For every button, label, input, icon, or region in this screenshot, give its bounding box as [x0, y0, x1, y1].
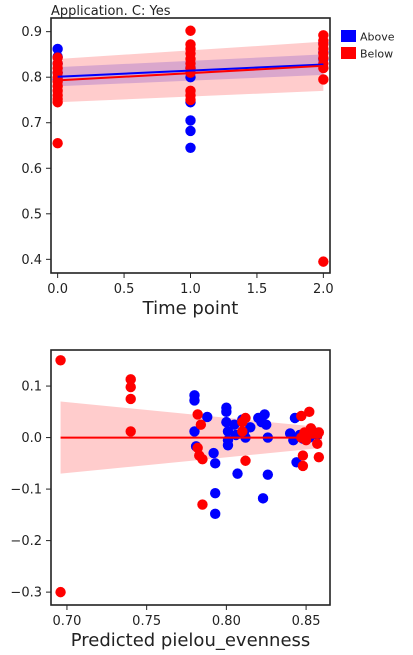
data-point-above [210, 458, 221, 469]
data-point-below [55, 586, 66, 598]
legend-label-above: Above [360, 31, 395, 44]
x-tick-label: 0.70 [52, 614, 81, 629]
data-point-below [318, 74, 329, 85]
data-point-above [185, 115, 196, 126]
data-point-above [245, 422, 256, 433]
x-tick-label: 1.5 [247, 282, 268, 297]
chart-title: Application. C: Yes [51, 4, 171, 19]
regression-line-above [57, 63, 324, 78]
y-tick-label: 0.6 [21, 162, 42, 177]
legend-swatch-above [341, 30, 356, 42]
data-point-below [185, 25, 196, 36]
data-point-above [52, 43, 63, 55]
data-point-above [229, 419, 240, 430]
data-point-above [189, 395, 200, 406]
x-tick-label: 0.80 [212, 614, 241, 629]
data-point-above [259, 409, 270, 420]
data-point-above [232, 468, 243, 479]
data-point-below [192, 409, 203, 420]
data-point-above [185, 125, 196, 137]
data-point-below [318, 256, 329, 267]
x-tick-label: 0.0 [47, 282, 68, 297]
chart-panel-1: 0.0 0.5 1.0 1.5 2.0 0.4 0.5 0.6 0.7 0.8 0.9 Time po… [21, 4, 394, 319]
legend-swatch-below [341, 47, 356, 59]
x-tick-label: 0.75 [132, 614, 161, 629]
data-point-above [210, 488, 221, 499]
data-point-below [297, 450, 309, 461]
data-point-below [125, 426, 136, 437]
data-point-below [197, 499, 208, 510]
x-tick-label: 0.85 [292, 614, 321, 629]
x-tick-label: 2.0 [313, 282, 334, 297]
y-tick-label: 0.0 [21, 431, 42, 446]
data-point-above [222, 426, 234, 437]
data-point-below [195, 419, 207, 430]
data-point-above [202, 411, 213, 423]
data-point-below [313, 451, 325, 463]
data-point-below [237, 426, 248, 437]
plot-frame [50, 349, 331, 606]
y-tick-label: −0.1 [10, 483, 42, 498]
data-point-above [257, 493, 269, 504]
regression-line-below [57, 64, 324, 82]
data-point-below [240, 412, 251, 424]
data-point-above [185, 142, 196, 153]
data-point-below [192, 442, 203, 454]
data-point-above [222, 440, 234, 451]
x-axis-label: Time point [142, 298, 239, 319]
x-tick-label: 0.5 [114, 282, 135, 297]
y-tick-label: 0.7 [21, 116, 42, 131]
data-point-above [210, 508, 221, 520]
data-point-below [125, 381, 136, 393]
data-point-below [304, 406, 315, 418]
data-point-above [262, 469, 274, 480]
data-point-below [197, 454, 208, 465]
data-point-above [221, 416, 232, 428]
data-point-above [261, 419, 272, 430]
y-tick-label: 0.1 [21, 380, 42, 395]
data-point-below [296, 410, 307, 422]
data-point-above [208, 447, 219, 459]
data-point-above [189, 426, 200, 437]
data-point-below [313, 427, 325, 438]
data-point-below [185, 94, 196, 106]
chart-panel-2: 0.70 0.75 0.80 0.85 0.1 0.0 −0.1 −0.2 −0.3 Predic… [10, 349, 331, 651]
data-point-below [52, 138, 63, 149]
data-point-below [297, 460, 309, 472]
data-point-below [312, 438, 323, 449]
data-point-below [52, 97, 63, 108]
data-point-below [125, 374, 136, 385]
x-tick-label: 1.0 [180, 282, 201, 297]
y-tick-label: −0.3 [10, 586, 42, 601]
y-tick-label: 0.5 [21, 207, 42, 222]
data-point-below [125, 393, 136, 405]
data-point-below [55, 355, 66, 366]
y-tick-label: −0.2 [10, 534, 42, 549]
data-point-below [240, 455, 251, 466]
y-tick-label: 0.4 [21, 253, 42, 268]
data-point-above [221, 406, 232, 418]
y-tick-label: 0.8 [21, 71, 42, 86]
legend-label-below: Below [360, 48, 393, 61]
x-axis-label: Predicted pielou_evenness [71, 630, 311, 651]
legend: Above Below [341, 30, 395, 61]
y-tick-label: 0.9 [21, 25, 42, 40]
